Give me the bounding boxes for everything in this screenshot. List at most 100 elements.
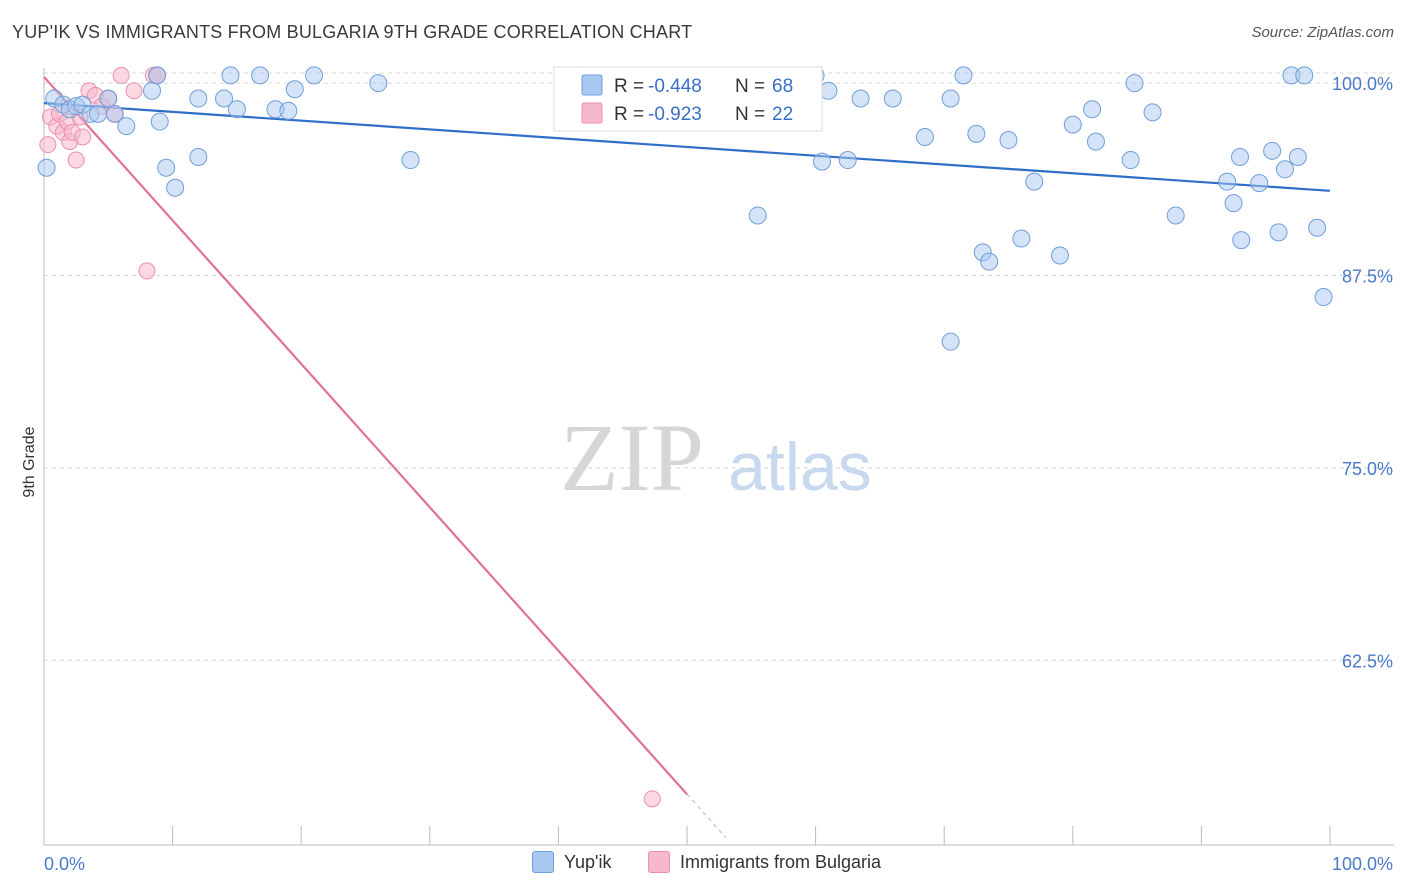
legend-r-label-1: R = [614,76,644,97]
x-tick-label-max: 100.0% [1332,854,1393,874]
data-point-yupik [1269,223,1288,242]
data-point-yupik [401,151,420,170]
source-label: Source: ZipAtlas.com [1251,24,1394,41]
data-point-yupik [883,89,902,108]
data-point-yupik [941,332,960,351]
axes [43,68,1394,846]
y-axis-label: 9th Grade [21,426,38,497]
data-point-yupik [954,66,973,85]
data-point-yupik [999,131,1018,150]
data-point-yupik [143,81,162,100]
data-point-yupik [819,81,838,100]
data-points [37,66,1333,808]
data-point-yupik [838,151,857,170]
data-point-yupik [117,117,136,136]
legend-swatch-bulgaria [648,851,670,873]
legend-swatch-pink [581,102,603,124]
data-point-yupik [1275,160,1294,179]
data-point-yupik [89,104,108,123]
grid-lines [44,72,1394,661]
data-point-yupik [37,158,56,177]
data-point-yupik [99,89,118,108]
data-point-yupik [1295,66,1314,85]
watermark-atlas: atlas [728,429,872,505]
data-point-yupik [285,80,304,99]
data-point-yupik [157,158,176,177]
y-tick-label: 62.5% [1342,651,1393,671]
legend-n-label-1: N = [735,76,765,97]
data-point-yupik [851,89,870,108]
data-point-yupik [1050,246,1069,265]
data-point-bulgaria [138,262,156,280]
data-point-yupik [166,178,185,197]
data-point-yupik [369,74,388,93]
tick-labels: 100.0% 87.5% 75.0% 62.5% 0.0% 100.0% [44,74,1393,874]
data-point-bulgaria [67,151,85,169]
data-point-yupik [748,206,767,225]
legend-n-value-1: 68 [772,76,793,97]
legend-r-value-2: -0.923 [648,104,702,125]
correlation-legend: R = -0.448 N = 68 R = -0.923 N = 22 [553,66,823,132]
legend-item-yupik: Yup'ik [532,851,611,873]
data-point-yupik [105,104,124,123]
y-tick-label: 87.5% [1342,266,1393,286]
data-point-yupik [1086,132,1105,151]
trend-line-bulgaria [43,76,688,795]
data-point-yupik [1232,231,1251,250]
data-point-yupik [305,66,324,85]
data-point-bulgaria [74,128,92,146]
legend-swatch-blue [581,74,603,96]
trend-lines [43,76,1331,838]
data-point-bulgaria [125,82,143,100]
watermark-zip: ZIP [560,404,704,511]
y-tick-label: 75.0% [1342,459,1393,479]
trend-line-yupik [43,102,1331,192]
data-point-yupik [1121,151,1140,170]
data-point-yupik [980,252,999,271]
chart-title: YUP'IK VS IMMIGRANTS FROM BULGARIA 9TH G… [12,22,693,42]
data-point-yupik [227,100,246,119]
data-point-yupik [1012,229,1031,248]
data-point-yupik [1063,115,1082,134]
data-point-yupik [1308,218,1327,237]
data-point-yupik [1224,194,1243,213]
data-point-yupik [1263,141,1282,160]
legend-n-value-2: 22 [772,104,793,125]
legend-r-value-1: -0.448 [648,76,702,97]
data-point-yupik [1025,172,1044,191]
data-point-yupik [1143,103,1162,122]
data-point-yupik [1166,206,1185,225]
legend-swatch-yupik [532,851,554,873]
legend-label-yupik: Yup'ik [564,851,612,872]
bottom-legend: Yup'ik Immigrants from Bulgaria [0,851,1406,879]
data-point-yupik [915,127,934,146]
data-point-yupik [813,152,832,171]
data-point-yupik [1125,74,1144,93]
data-point-yupik [941,89,960,108]
data-point-yupik [215,89,234,108]
data-point-bulgaria [643,790,661,808]
data-point-bulgaria [112,66,130,84]
y-tick-label: 100.0% [1332,74,1393,94]
data-point-yupik [1083,100,1102,119]
data-point-yupik [1288,147,1307,166]
data-point-yupik [148,66,167,85]
data-point-yupik [251,66,270,85]
x-tick-label-min: 0.0% [44,854,85,874]
legend-label-bulgaria: Immigrants from Bulgaria [680,851,882,872]
data-point-yupik [189,89,208,108]
data-point-yupik [967,124,986,143]
data-point-yupik [1218,172,1237,191]
data-point-yupik [279,101,298,120]
data-point-bulgaria [39,136,57,154]
data-point-yupik [1250,174,1269,193]
data-point-yupik [150,112,169,131]
data-point-yupik [189,147,208,166]
legend-r-label-2: R = [614,104,644,125]
trend-line-bulgaria-extension [686,793,727,838]
data-point-yupik [1314,288,1333,307]
data-point-yupik [1230,147,1249,166]
data-point-yupik [221,66,240,85]
legend-item-bulgaria: Immigrants from Bulgaria [648,851,881,873]
